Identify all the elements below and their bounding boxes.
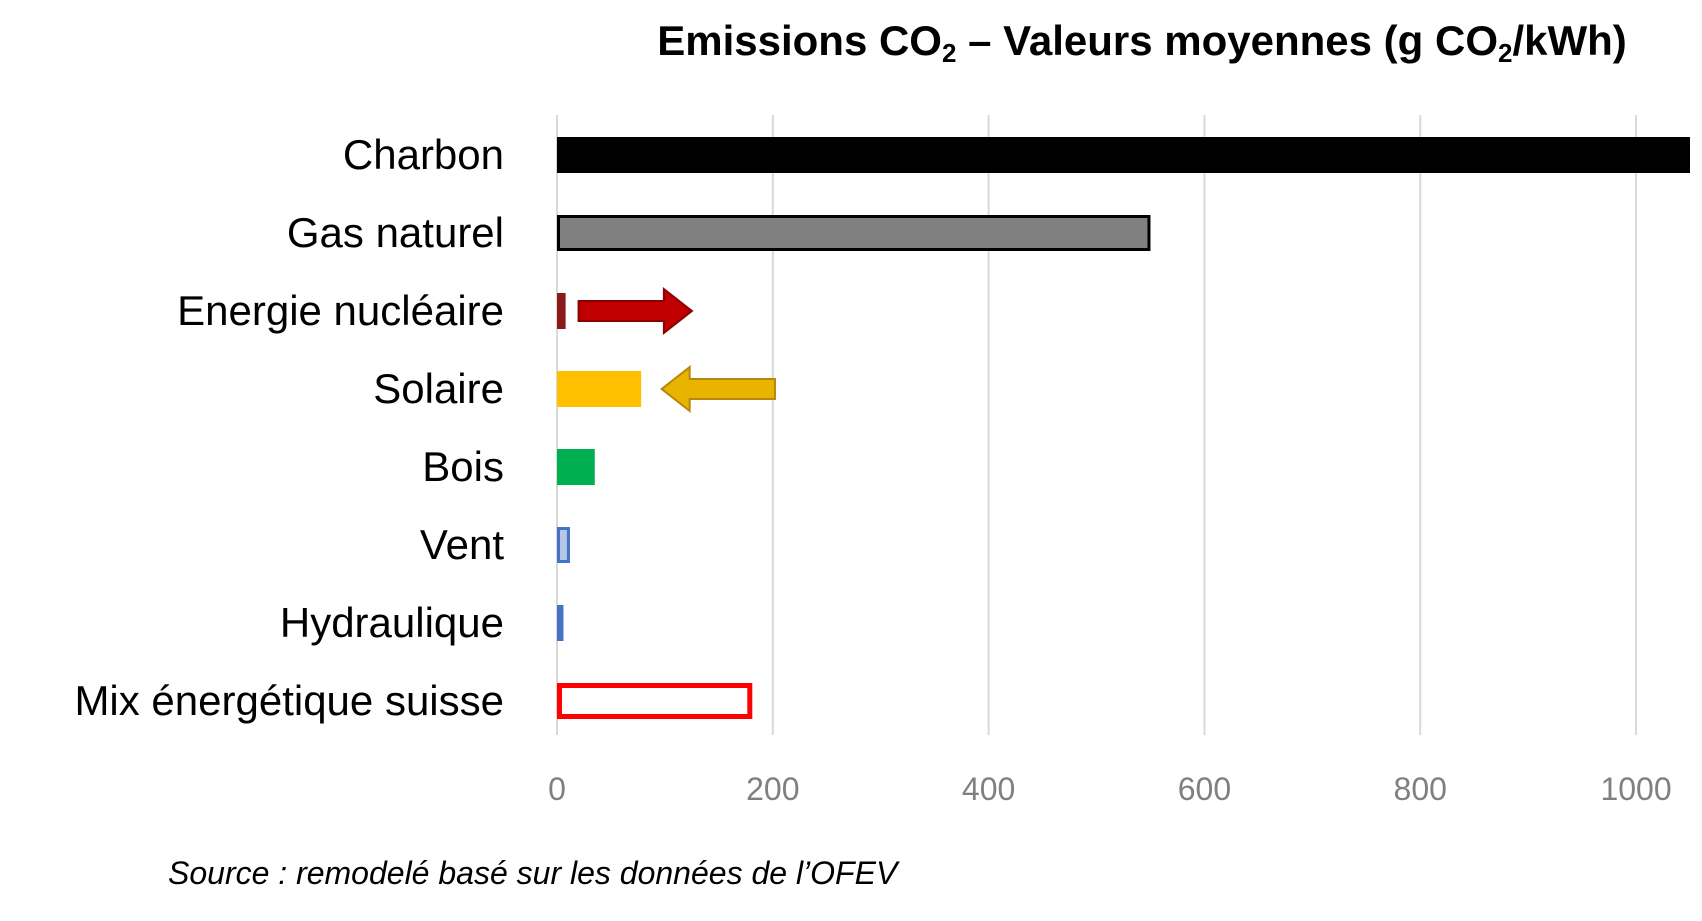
category-label: Hydraulique: [280, 599, 504, 646]
bar: [557, 371, 642, 407]
chart-title-part3: /kWh): [1512, 17, 1626, 64]
x-tick-label: 1000: [1600, 771, 1671, 807]
bar: [557, 605, 564, 641]
category-label: Mix énergétique suisse: [74, 677, 504, 724]
bar: [557, 449, 595, 485]
category-labels: Charbon Gas naturel Energie nucléaire Solai…: [74, 131, 504, 724]
x-tick-label: 0: [548, 771, 566, 807]
grid-lines: [556, 115, 1638, 735]
chart-title: Emissions CO2 – Valeurs moyennes (g CO2/…: [657, 17, 1627, 68]
bar: [557, 293, 566, 329]
chart-title-part2: – Valeurs moyennes (g CO: [956, 17, 1498, 64]
x-tick-label: 400: [962, 771, 1015, 807]
chart-title-part1: Emissions CO: [657, 17, 942, 64]
chart-title-sub2: 2: [1498, 38, 1512, 68]
category-label: Charbon: [343, 131, 504, 178]
x-tick-label: 800: [1394, 771, 1447, 807]
bar: [557, 683, 753, 719]
x-tick-label: 200: [746, 771, 799, 807]
annotation-arrow: [660, 364, 776, 414]
category-label: Vent: [420, 521, 504, 568]
category-label: Energie nucléaire: [177, 287, 504, 334]
bar: [557, 215, 1151, 251]
category-label: Solaire: [373, 365, 504, 412]
chart-title-sub1: 2: [942, 38, 956, 68]
category-label: Bois: [422, 443, 504, 490]
x-axis-ticks: 0 200 400 600 800 1000: [548, 771, 1672, 807]
bar: [557, 527, 570, 563]
category-label: Gas naturel: [287, 209, 504, 256]
annotation-arrows: [577, 286, 776, 414]
bars: [557, 137, 1690, 719]
source-note: Source : remodelé basé sur les données d…: [168, 855, 900, 891]
x-tick-label: 600: [1178, 771, 1231, 807]
bar: [557, 137, 1690, 173]
annotation-arrow: [577, 286, 694, 336]
